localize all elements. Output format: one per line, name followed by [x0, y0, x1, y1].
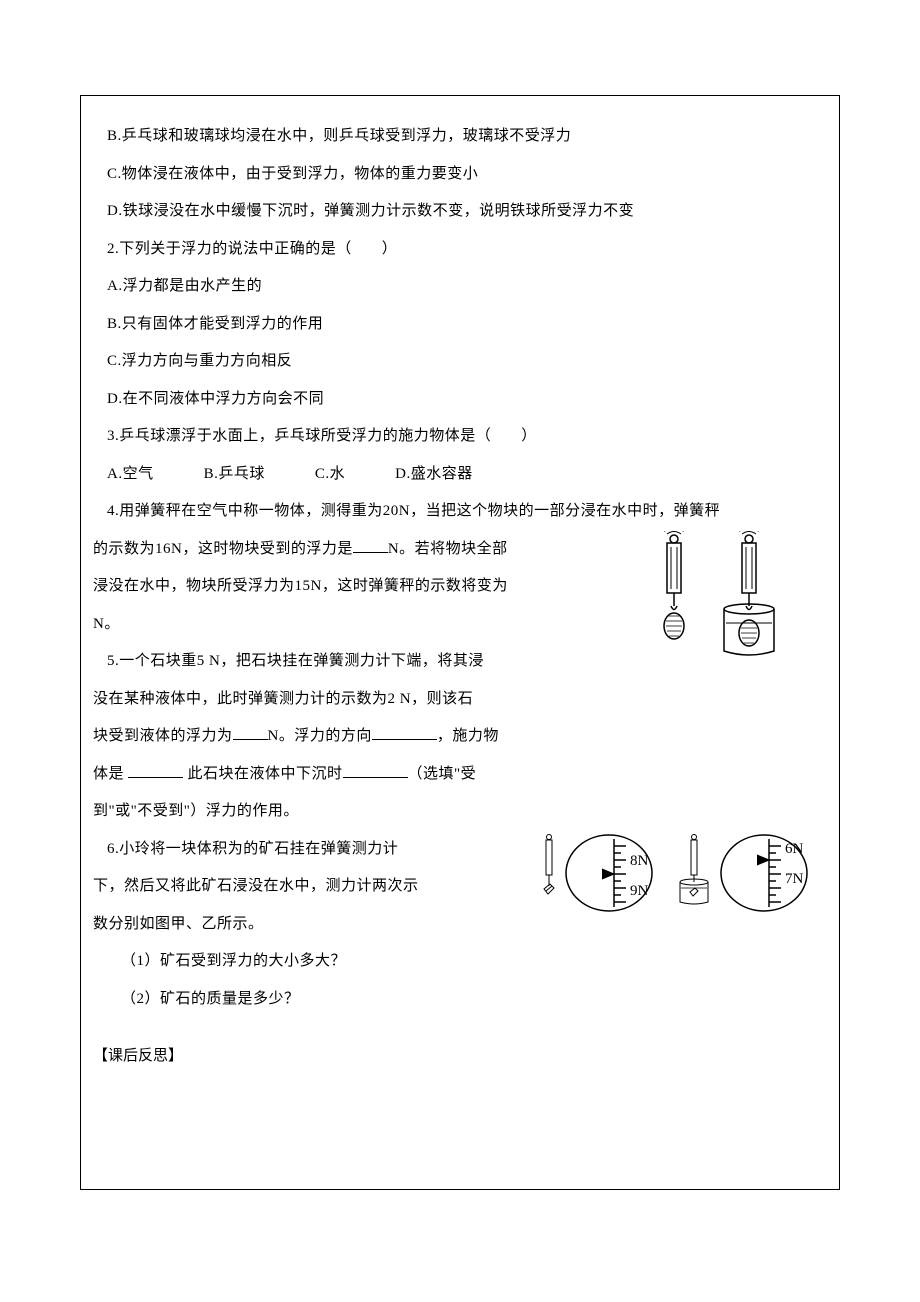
q5-line4: 体是 此石块在液体中下沉时 （选填"受 — [93, 756, 829, 794]
q2-option-a: A.浮力都是由水产生的 — [107, 268, 829, 306]
q5-line3: 块受到液体的浮力为 N。浮力的方向 ，施力物 — [93, 718, 829, 756]
q5-line3a: 块受到液体的浮力为 — [93, 728, 233, 744]
q5-line3c: ，施力物 — [437, 728, 499, 744]
q6-wrapper: 8N 9N — [93, 831, 829, 944]
q3-options: A.空气 B.乒乓球 C.水 D.盛水容器 — [107, 456, 829, 494]
q1-option-b: B.乒乓球和玻璃球均浸在水中，则乒乓球受到浮力，玻璃球不受浮力 — [107, 118, 829, 156]
q4-line2a: 的示数为16N，这时物块受到的浮力是 — [93, 541, 353, 557]
q4-line2b: N。若将物块全部 — [388, 541, 508, 557]
q5-line2: 没在某种液体中，此时弹簧测力计的示数为2 N，则该石 — [93, 681, 829, 719]
content-container: B.乒乓球和玻璃球均浸在水中，则乒乓球受到浮力，玻璃球不受浮力 C.物体浸在液体… — [80, 95, 840, 1190]
scale-6n-label: 6N — [785, 841, 804, 857]
q4-line1: 4.用弹簧秤在空气中称一物体，测得重为20N，当把这个物块的一部分浸在水中时，弹… — [107, 493, 829, 531]
q3-stem-text: 3.乒乓球漂浮于水面上，乒乓球所受浮力的施力物体是（ — [107, 428, 491, 444]
q5-line3b: N。浮力的方向 — [268, 728, 372, 744]
scale-8n-label: 8N — [630, 853, 649, 869]
q2-option-c: C.浮力方向与重力方向相反 — [107, 343, 829, 381]
diagram2-svg: 8N 9N — [534, 831, 819, 926]
reflection-heading: 【课后反思】 — [93, 1038, 829, 1076]
q5-line4a: 体是 — [93, 766, 124, 782]
q3-option-b: B.乒乓球 — [204, 466, 265, 482]
q3-option-c: C.水 — [315, 466, 345, 482]
q5-line5: 到"或"不受到"）浮力的作用。 — [93, 793, 829, 831]
q6-sub1: （1）矿石受到浮力的大小多大？ — [121, 943, 829, 981]
q2-option-d: D.在不同液体中浮力方向会不同 — [107, 381, 829, 419]
q5-line4b: 此石块在液体中下沉时 — [188, 766, 343, 782]
q2-stem-text: 2.下列关于浮力的说法中正确的是（ — [107, 241, 352, 257]
scale-9n-label: 9N — [630, 883, 649, 899]
q4-wrapper: 的示数为16N，这时物块受到的浮力是N。若将物块全部 浸没在水中，物块所受浮力为… — [93, 531, 829, 719]
q2-option-b: B.只有固体才能受到浮力的作用 — [107, 306, 829, 344]
q1-option-c: C.物体浸在液体中，由于受到浮力，物体的重力要变小 — [107, 156, 829, 194]
mineral-scale-diagram: 8N 9N — [534, 831, 819, 926]
q6-sub2: （2）矿石的质量是多少？ — [121, 981, 829, 1019]
q5-line4c: （选填"受 — [408, 766, 477, 782]
spring-scale-diagram — [619, 531, 799, 681]
q3-option-d: D.盛水容器 — [395, 466, 473, 482]
scale-7n-label: 7N — [785, 871, 804, 887]
q3-option-a: A.空气 — [107, 466, 154, 482]
q3-stem-end: ） — [521, 428, 537, 444]
q2-stem-end: ） — [382, 241, 398, 257]
q3-stem: 3.乒乓球漂浮于水面上，乒乓球所受浮力的施力物体是（ ） — [107, 418, 829, 456]
diagram1-svg — [619, 531, 799, 681]
q1-option-d: D.铁球浸没在水中缓慢下沉时，弹簧测力计示数不变，说明铁球所受浮力不变 — [107, 193, 829, 231]
q2-stem: 2.下列关于浮力的说法中正确的是（ ） — [107, 231, 829, 269]
